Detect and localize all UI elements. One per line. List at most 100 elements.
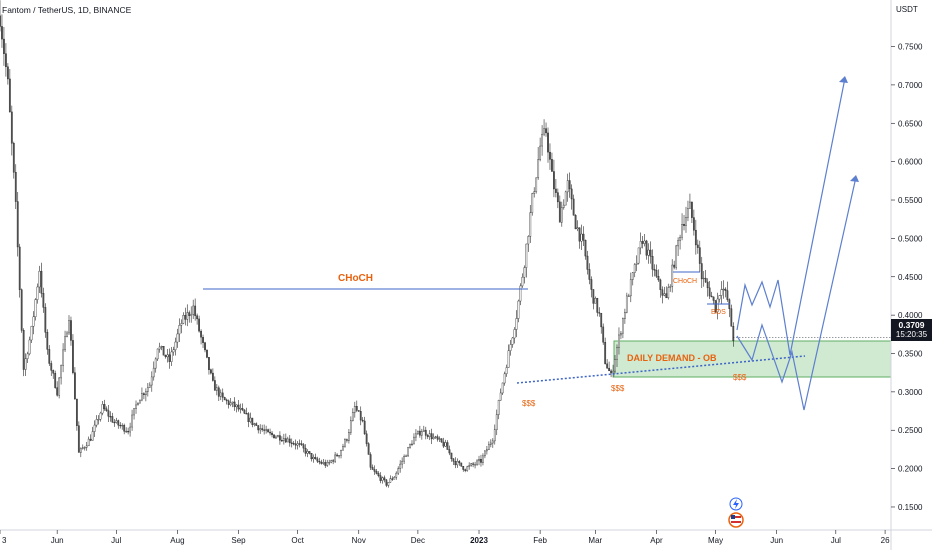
candle-body (316, 458, 319, 462)
candle-body (34, 299, 37, 318)
candle-body (578, 227, 581, 242)
candle-body (716, 298, 719, 313)
candle-body (551, 159, 553, 172)
candle-body (633, 264, 636, 273)
candle-body (472, 463, 474, 465)
candle-body (718, 295, 721, 300)
candle-body (279, 435, 281, 441)
candle-body (564, 191, 567, 206)
candle-body (411, 443, 413, 446)
candle-body (221, 392, 224, 398)
candle-body (111, 416, 114, 423)
candle-body (673, 264, 676, 268)
liquidity-label-2: $$$ (611, 384, 625, 393)
y-tick-label: 0.5000 (898, 234, 923, 243)
price-axis[interactable]: 0.7500 0.7000 0.6500 0.6000 0.5500 0.5000 0.45… (890, 0, 923, 550)
candle-body (491, 440, 494, 444)
candle-body (517, 300, 520, 319)
candle-body (340, 449, 342, 456)
candle-body (109, 416, 112, 418)
candle-body (574, 215, 577, 230)
candle-body (549, 151, 551, 160)
candle-body (379, 475, 382, 481)
time-axis[interactable]: 3 Jun Jul Aug Sep Oct Nov Dec 2023 Feb Mar Apr May Ju… (0, 529, 932, 545)
candle-body (556, 192, 559, 203)
x-tick-label: Jul (831, 536, 841, 545)
liquidity-label-3: $$$ (733, 373, 747, 382)
candle-body (722, 288, 725, 291)
candle-body (572, 198, 575, 216)
candle-body (144, 391, 147, 396)
candle-body (103, 404, 106, 410)
candle-body (511, 337, 514, 345)
candle-body (554, 188, 557, 193)
x-tick-label: Dec (411, 536, 425, 545)
candle-body (50, 363, 53, 371)
axis-icons[interactable] (728, 497, 744, 528)
candle-body (20, 289, 23, 331)
candle-body (265, 429, 268, 431)
candle-body (208, 357, 210, 370)
candle-body (10, 111, 13, 144)
candle-body (503, 373, 506, 384)
candle-body (420, 431, 423, 436)
candle-body (720, 289, 723, 296)
projection-path-1 (736, 77, 846, 356)
candle-body (351, 412, 354, 421)
candle-body (401, 460, 404, 465)
candle-body (367, 443, 370, 455)
candle-body (480, 459, 482, 463)
candle-body (174, 341, 177, 351)
y-tick-label: 0.2500 (898, 426, 923, 435)
candle-body (241, 408, 244, 411)
candle-body (543, 128, 545, 135)
projection-path-2 (736, 176, 857, 411)
candle-body (470, 463, 473, 466)
candle-body (659, 279, 662, 290)
candle-body (89, 438, 92, 441)
drawings (203, 76, 859, 411)
flag-stripe-bottom (731, 521, 741, 523)
candle-body (661, 289, 664, 296)
candle-body (349, 420, 352, 433)
candle-body (206, 349, 208, 358)
candle-body (448, 449, 451, 454)
candle-body (383, 477, 386, 481)
candle-body (484, 450, 486, 457)
candle-body (79, 448, 82, 453)
x-tick-label: Apr (650, 536, 663, 545)
candle-body (271, 432, 273, 435)
candle-body (712, 296, 715, 301)
price-unit: USDT (896, 5, 918, 14)
candle-body (539, 145, 542, 160)
projection-arrow-2 (850, 175, 859, 182)
candle-body (135, 404, 137, 409)
candle-body (249, 417, 252, 422)
candle-body (505, 367, 508, 375)
candle-body (651, 256, 654, 270)
candle-body (685, 216, 687, 226)
candle-body (391, 478, 394, 480)
candle-body (296, 443, 299, 446)
candle-body (393, 477, 396, 480)
candle-body (237, 404, 240, 410)
candle-body (588, 269, 591, 280)
candle-body (188, 312, 191, 316)
candle-body (478, 459, 480, 462)
candle-body (594, 298, 597, 304)
candle-body (127, 430, 130, 433)
candle-body (60, 365, 62, 379)
candle-body (223, 397, 226, 401)
candle-body (566, 180, 569, 193)
candle-body (158, 346, 161, 350)
candle-body (637, 247, 640, 264)
y-tick-label: 0.4500 (898, 273, 923, 282)
bar-countdown: 15:20:35 (895, 330, 928, 339)
candle-body (306, 451, 309, 454)
candle-body (269, 431, 271, 434)
x-tick-label: Feb (533, 536, 547, 545)
candle-body (405, 455, 407, 457)
candle-body (487, 444, 490, 450)
candle-body (407, 447, 409, 457)
